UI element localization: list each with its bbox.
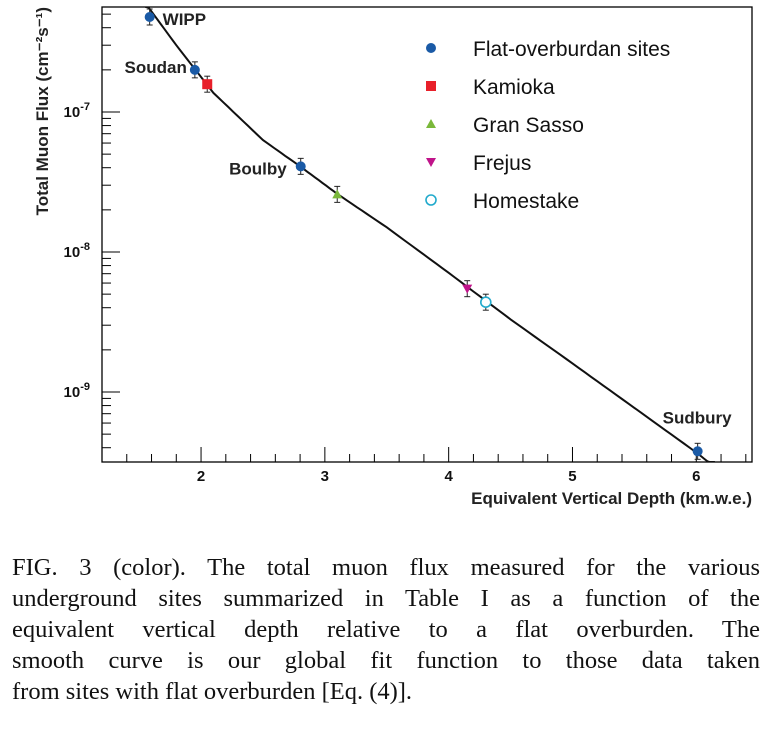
legend-marker xyxy=(426,158,436,167)
x-axis-title: Equivalent Vertical Depth (km.w.e.) xyxy=(471,489,752,508)
legend-entry: Gran Sasso xyxy=(473,114,584,137)
data-point-flat-overburdan-sites xyxy=(692,446,703,457)
plot-frame xyxy=(101,6,753,463)
x-tick-label: 2 xyxy=(197,468,205,485)
global-fit-curve xyxy=(145,7,715,462)
data-point-gran-sasso xyxy=(332,189,343,199)
legend-marker xyxy=(426,119,436,128)
site-label-soudan: Soudan xyxy=(125,58,187,77)
legend-entry: Frejus xyxy=(473,152,531,175)
figure-caption: FIG. 3 (color). The total muon flux meas… xyxy=(12,552,760,707)
x-tick-label: 5 xyxy=(568,468,576,485)
data-point-frejus xyxy=(462,284,473,294)
caption-line: FIG. 3 (color). The total muon flux meas… xyxy=(12,554,760,581)
y-tick-label: 10-7 xyxy=(64,101,90,121)
x-tick-label: 4 xyxy=(444,468,453,485)
y-axis-title: Total Muon Flux (cm⁻²s⁻¹) xyxy=(33,7,52,215)
y-tick-label: 10-8 xyxy=(64,241,90,261)
legend-marker xyxy=(426,81,436,91)
legend-marker xyxy=(425,194,437,206)
data-point-flat-overburdan-sites xyxy=(144,12,155,23)
caption-line: underground sites summarized in Table I … xyxy=(12,585,760,612)
legend-entry: Homestake xyxy=(473,190,579,213)
site-label-wipp: WIPP xyxy=(163,10,206,29)
y-tick-label: 10-9 xyxy=(64,381,90,401)
muon-flux-chart: 2 3 4 5 6 10-7 10-8 10-9 Equivalent Vertical Dep… xyxy=(33,6,753,508)
caption-line: from sites with flat overburden [Eq. (4)… xyxy=(12,678,413,705)
caption-line: smooth curve is our global fit function … xyxy=(12,647,760,674)
x-tick-label: 6 xyxy=(692,468,700,485)
data-point-homestake xyxy=(480,296,492,308)
data-point-flat-overburdan-sites xyxy=(295,161,306,172)
site-label-boulby: Boulby xyxy=(229,159,287,178)
site-label-sudbury: Sudbury xyxy=(663,408,732,427)
data-point-kamioka xyxy=(202,79,213,90)
legend-marker xyxy=(426,43,436,53)
legend-entry: Kamioka xyxy=(473,76,555,99)
legend-entry: Flat-overburdan sites xyxy=(473,38,670,61)
data-point-flat-overburdan-sites xyxy=(189,64,200,75)
x-tick-label: 3 xyxy=(321,468,329,485)
caption-line: equivalent vertical depth relative to a … xyxy=(12,616,760,643)
